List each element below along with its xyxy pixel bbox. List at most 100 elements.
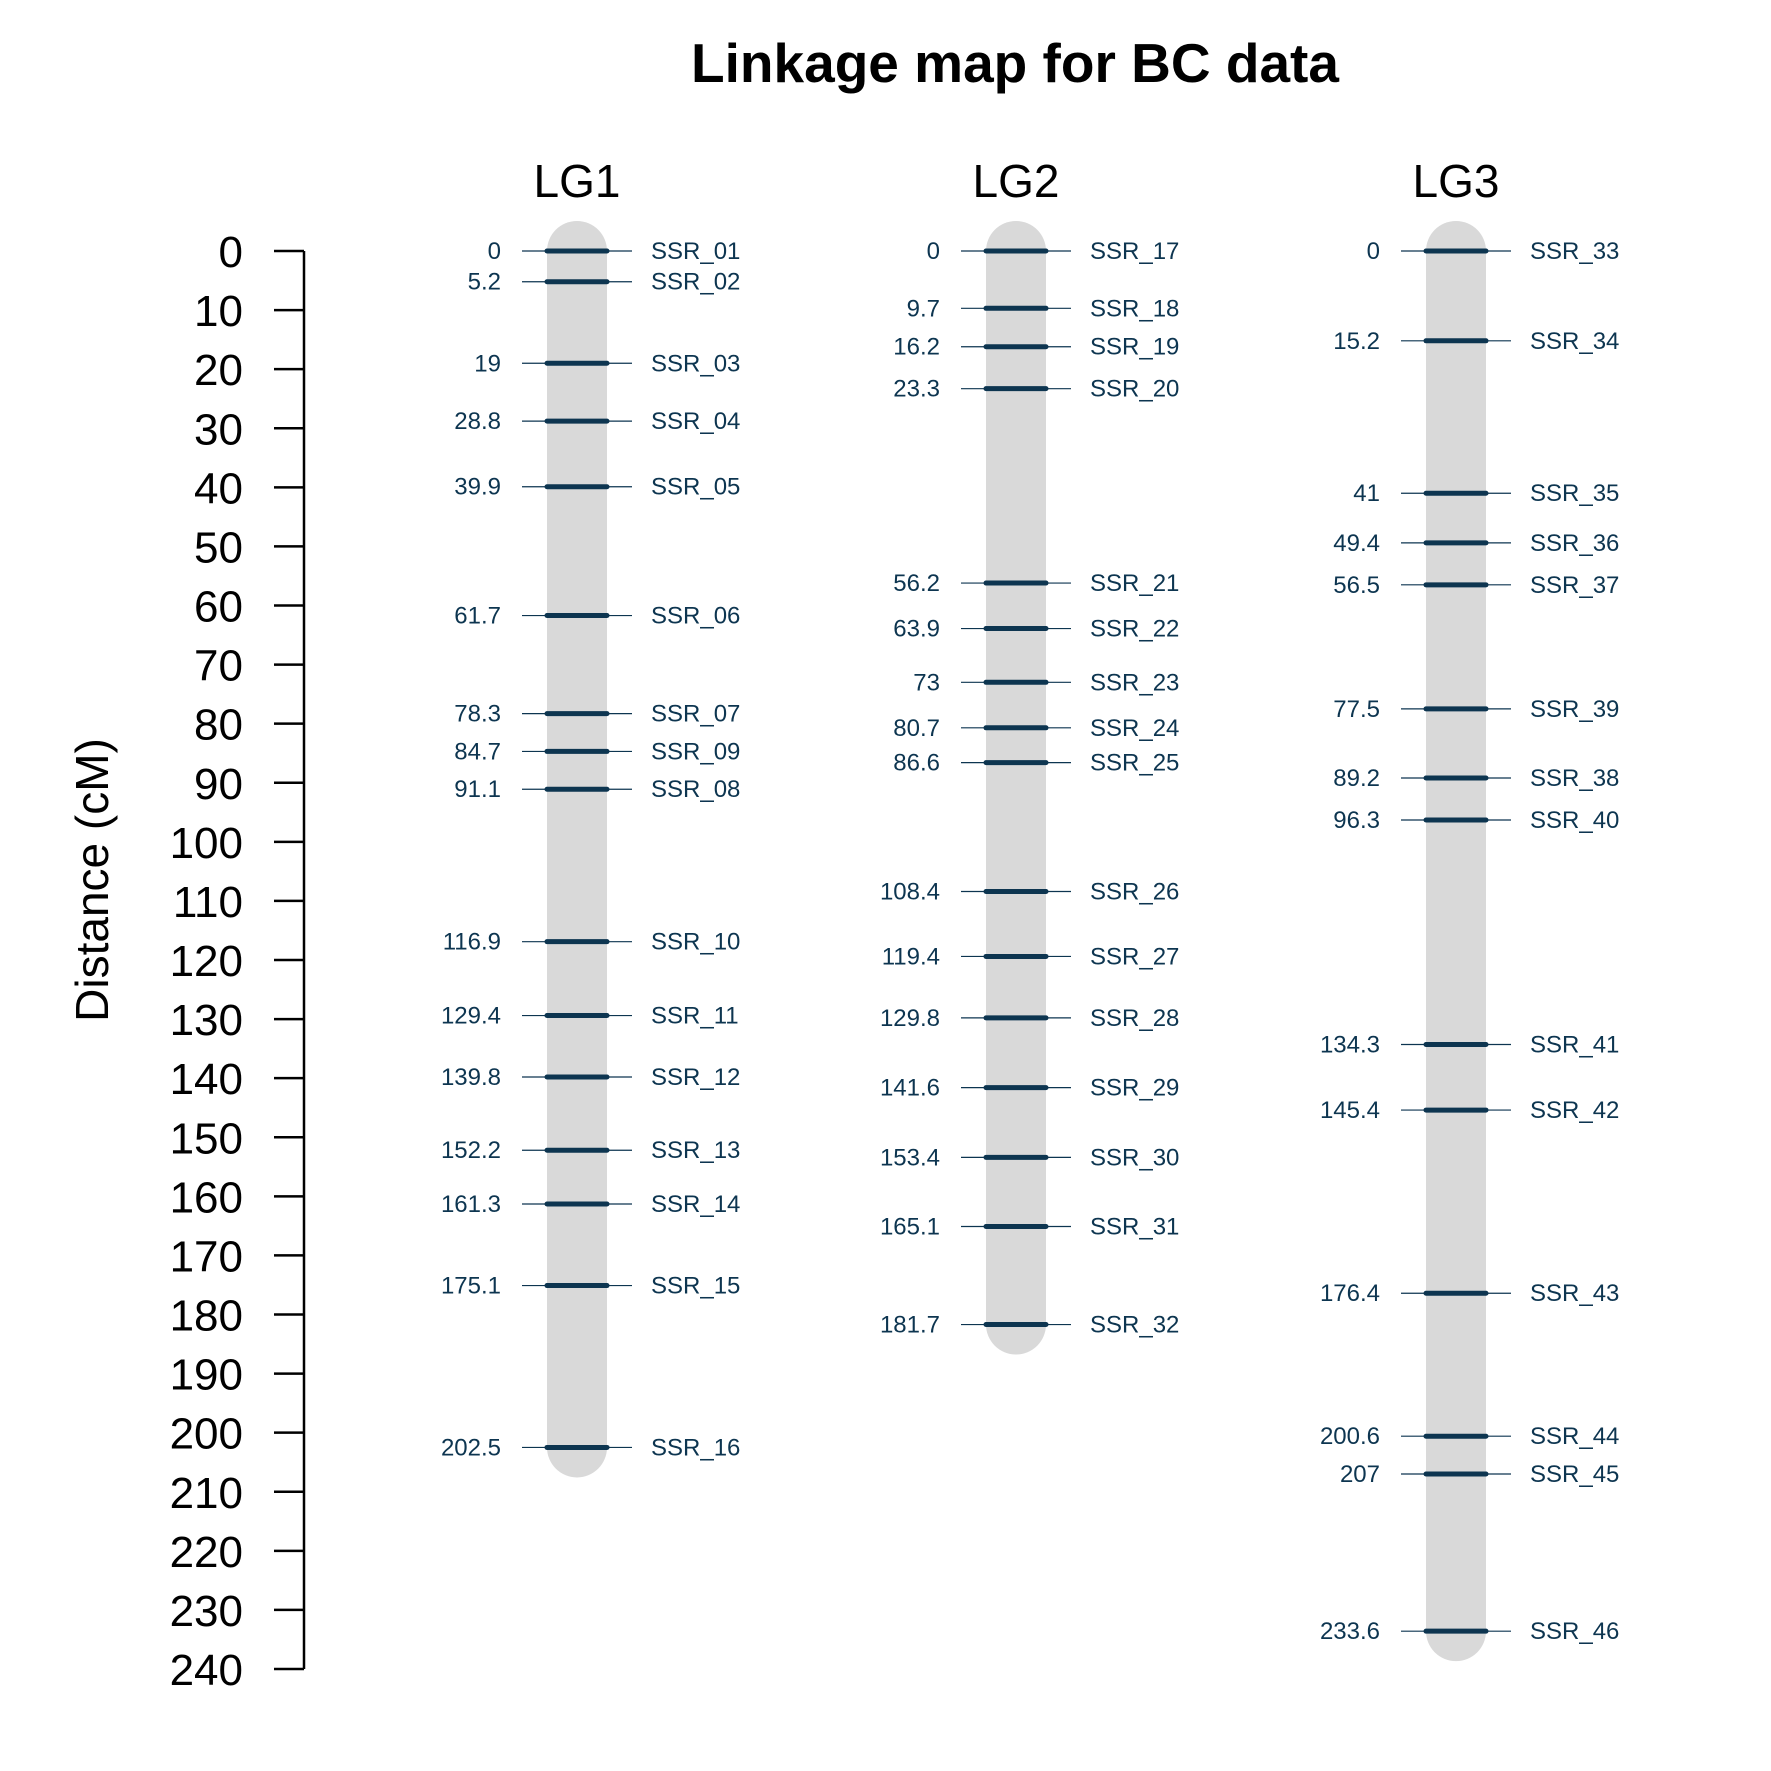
- marker-name-label: SSR_25: [1090, 750, 1179, 777]
- marker-position-label: 207: [1340, 1461, 1380, 1488]
- marker-position-label: 0: [1367, 238, 1380, 265]
- marker-name-label: SSR_03: [651, 350, 740, 377]
- marker-name-label: SSR_10: [651, 929, 740, 956]
- chromosome-bar: [547, 221, 607, 1478]
- y-tick-label: 20: [194, 346, 243, 395]
- marker-name-label: SSR_33: [1530, 238, 1619, 265]
- marker-name-label: SSR_17: [1090, 238, 1179, 265]
- marker-name-label: SSR_24: [1090, 715, 1179, 742]
- marker-position-label: 49.4: [1333, 530, 1380, 557]
- marker-position-label: 23.3: [893, 376, 940, 403]
- marker-name-label: SSR_21: [1090, 570, 1179, 597]
- marker-position-label: 129.8: [880, 1005, 940, 1032]
- marker-position-label: 84.7: [454, 738, 501, 765]
- marker-name-label: SSR_39: [1530, 696, 1619, 723]
- y-tick-label: 210: [170, 1469, 243, 1518]
- marker-name-label: SSR_38: [1530, 765, 1619, 792]
- marker-position-label: 176.4: [1320, 1280, 1380, 1307]
- marker-name-label: SSR_11: [651, 1003, 739, 1030]
- marker-position-label: 56.2: [893, 570, 940, 597]
- y-tick-label: 150: [170, 1114, 243, 1163]
- y-tick-label: 170: [170, 1232, 243, 1281]
- marker-position-label: 41: [1353, 480, 1380, 507]
- marker-position-label: 80.7: [893, 715, 940, 742]
- y-tick-label: 130: [170, 996, 243, 1045]
- y-tick-label: 190: [170, 1351, 243, 1400]
- marker-name-label: SSR_42: [1530, 1097, 1619, 1124]
- marker-name-label: SSR_14: [651, 1191, 740, 1218]
- marker-name-label: SSR_35: [1530, 480, 1619, 507]
- marker-name-label: SSR_45: [1530, 1461, 1619, 1488]
- chromosome-bar: [1426, 221, 1486, 1662]
- marker-name-label: SSR_19: [1090, 334, 1179, 361]
- marker-position-label: 73: [913, 669, 940, 696]
- marker-position-label: 161.3: [441, 1191, 501, 1218]
- marker-position-label: 78.3: [454, 701, 501, 728]
- marker-position-label: 119.4: [882, 943, 940, 970]
- linkage-group-label: LG3: [1413, 155, 1500, 207]
- marker-position-label: 141.6: [880, 1075, 940, 1102]
- marker-position-label: 61.7: [454, 603, 501, 630]
- marker-name-label: SSR_26: [1090, 878, 1179, 905]
- marker-name-label: SSR_07: [651, 701, 740, 728]
- y-tick-label: 180: [170, 1292, 243, 1341]
- marker-name-label: SSR_16: [651, 1434, 740, 1461]
- marker-position-label: 139.8: [441, 1064, 501, 1091]
- y-tick-label: 240: [170, 1646, 243, 1695]
- y-tick-label: 220: [170, 1528, 243, 1577]
- marker-name-label: SSR_43: [1530, 1280, 1619, 1307]
- marker-name-label: SSR_41: [1530, 1031, 1619, 1058]
- marker-name-label: SSR_28: [1090, 1005, 1179, 1032]
- marker-name-label: SSR_13: [651, 1137, 740, 1164]
- marker-position-label: 0: [927, 238, 940, 265]
- y-tick-label: 160: [170, 1173, 243, 1222]
- marker-position-label: 39.9: [454, 474, 501, 501]
- marker-position-label: 116.9: [443, 929, 501, 956]
- y-axis: 0 10 20 30 40 50 60 70 80 90 100 110 120 130 140 150 160…: [170, 228, 306, 1695]
- marker-position-label: 152.2: [441, 1137, 501, 1164]
- marker-name-label: SSR_12: [651, 1064, 740, 1091]
- marker-position-label: 200.6: [1320, 1423, 1380, 1450]
- linkage-groups: LG1 0 SSR_01 5.2 SSR_02 19 SSR_03 28.8 SSR_04 39.…: [441, 155, 1619, 1662]
- linkage-group-lg3: LG3 0 SSR_33 15.2 SSR_34 41 SSR_35 49.4 SSR_36 56…: [1320, 155, 1619, 1662]
- marker-name-label: SSR_06: [651, 603, 740, 630]
- marker-position-label: 233.6: [1320, 1618, 1380, 1645]
- y-tick-label: 30: [194, 405, 243, 454]
- marker-name-label: SSR_20: [1090, 376, 1179, 403]
- linkage-group-lg2: LG2 0 SSR_17 9.7 SSR_18 16.2 SSR_19 23.3 SSR_20 5…: [880, 155, 1179, 1355]
- y-tick-label: 90: [194, 760, 243, 809]
- marker-position-label: 96.3: [1333, 807, 1380, 834]
- marker-name-label: SSR_23: [1090, 669, 1179, 696]
- marker-name-label: SSR_44: [1530, 1423, 1619, 1450]
- marker-position-label: 165.1: [880, 1213, 940, 1240]
- marker-name-label: SSR_32: [1090, 1312, 1179, 1339]
- marker-position-label: 129.4: [441, 1003, 501, 1030]
- marker-position-label: 77.5: [1333, 696, 1380, 723]
- marker-position-label: 91.1: [454, 776, 501, 803]
- marker-position-label: 63.9: [893, 616, 940, 643]
- marker-position-label: 56.5: [1333, 572, 1380, 599]
- marker-name-label: SSR_01: [651, 238, 740, 265]
- marker-position-label: 108.4: [880, 878, 940, 905]
- marker-name-label: SSR_08: [651, 776, 740, 803]
- y-tick-label: 140: [170, 1055, 243, 1104]
- marker-position-label: 134.3: [1320, 1031, 1380, 1058]
- marker-position-label: 0: [488, 238, 501, 265]
- marker-position-label: 15.2: [1333, 328, 1380, 355]
- marker-position-label: 153.4: [880, 1144, 940, 1171]
- y-tick-label: 10: [194, 287, 243, 336]
- y-tick-label: 230: [170, 1587, 243, 1636]
- linkage-group-label: LG1: [534, 155, 621, 207]
- marker-name-label: SSR_31: [1090, 1213, 1179, 1240]
- marker-name-label: SSR_46: [1530, 1618, 1619, 1645]
- linkage-group-lg1: LG1 0 SSR_01 5.2 SSR_02 19 SSR_03 28.8 SSR_04 39.…: [441, 155, 740, 1478]
- marker-name-label: SSR_40: [1530, 807, 1619, 834]
- y-tick-label: 80: [194, 701, 243, 750]
- marker-position-label: 9.7: [907, 295, 940, 322]
- linkage-group-label: LG2: [973, 155, 1060, 207]
- marker-name-label: SSR_22: [1090, 616, 1179, 643]
- marker-position-label: 16.2: [893, 334, 940, 361]
- marker-name-label: SSR_34: [1530, 328, 1619, 355]
- y-tick-label: 110: [173, 878, 243, 927]
